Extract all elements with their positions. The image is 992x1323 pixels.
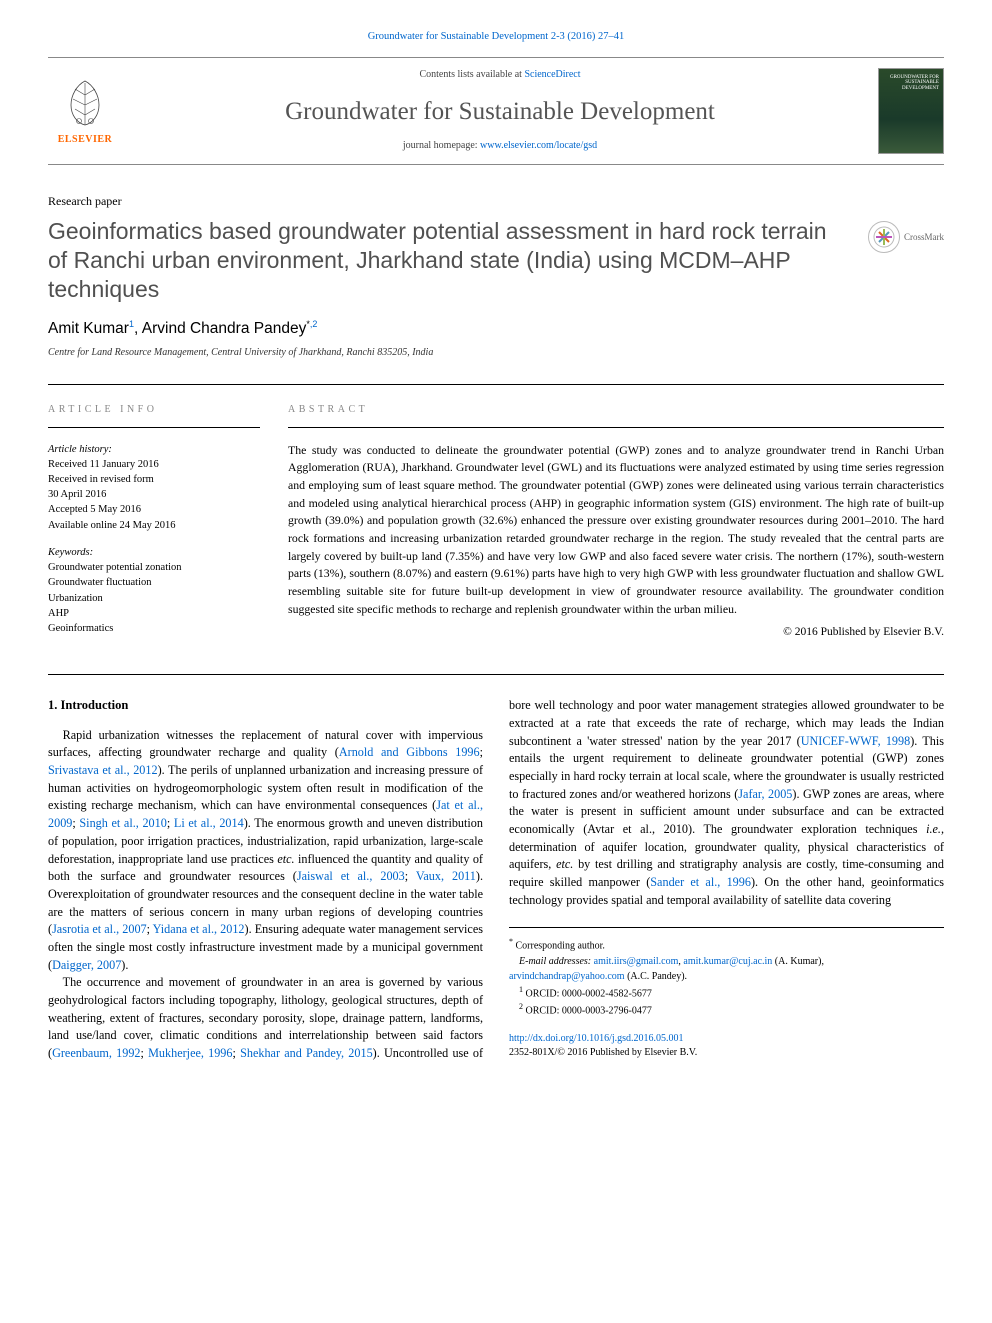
intro-para-1: Rapid urbanization witnesses the replace… xyxy=(48,727,483,975)
ref-link[interactable]: Shekhar and Pandey, 2015 xyxy=(240,1046,373,1060)
journal-cover-thumb: GROUNDWATER FOR SUSTAINABLE DEVELOPMENT xyxy=(878,68,944,154)
ref-link[interactable]: Vaux, 2011 xyxy=(416,869,476,883)
keyword: Groundwater potential zonation xyxy=(48,560,260,575)
ref-link[interactable]: Greenbaum, 1992 xyxy=(52,1046,140,1060)
crossmark-badge[interactable]: CrossMark xyxy=(868,221,944,253)
ref-link[interactable]: Arnold and Gibbons 1996 xyxy=(339,745,480,759)
email-link[interactable]: amit.kumar@cuj.ac.in xyxy=(683,956,772,967)
email-link[interactable]: arvindchandrap@yahoo.com xyxy=(509,971,625,982)
homepage-line: journal homepage: www.elsevier.com/locat… xyxy=(122,139,878,153)
paper-title: Geoinformatics based groundwater potenti… xyxy=(48,217,852,303)
affiliation: Centre for Land Resource Management, Cen… xyxy=(48,346,944,360)
crossmark-icon xyxy=(872,225,896,249)
history-label: Article history: xyxy=(48,442,260,457)
homepage-link[interactable]: www.elsevier.com/locate/gsd xyxy=(480,140,597,151)
article-info-head: ARTICLE INFO xyxy=(48,403,260,428)
ref-link[interactable]: Jasrotia et al., 2007 xyxy=(52,922,147,936)
footnotes: * Corresponding author. E-mail addresses… xyxy=(509,927,944,1018)
section-head-intro: 1. Introduction xyxy=(48,697,483,715)
author-2: Arvind Chandra Pandey xyxy=(142,320,307,337)
history-line: Accepted 5 May 2016 xyxy=(48,502,260,517)
journal-citation-link[interactable]: Groundwater for Sustainable Development … xyxy=(368,31,625,42)
email-link[interactable]: amit.iirs@gmail.com xyxy=(594,956,679,967)
ref-link[interactable]: Mukherjee, 1996 xyxy=(148,1046,232,1060)
ref-link[interactable]: Daigger, 2007 xyxy=(52,958,121,972)
orcid-2: ORCID: 0000-0003-2796-0477 xyxy=(523,1005,652,1016)
ref-link[interactable]: Li et al., 2014 xyxy=(174,816,244,830)
elsevier-tree-icon xyxy=(57,75,113,131)
corresponding-author: Corresponding author. xyxy=(516,941,605,952)
abstract-text: The study was conducted to delineate the… xyxy=(288,442,944,619)
history-line: Available online 24 May 2016 xyxy=(48,518,260,533)
author-2-sup[interactable]: *,2 xyxy=(306,319,317,329)
keyword: Urbanization xyxy=(48,591,260,606)
email-label: E-mail addresses: xyxy=(519,956,591,967)
ref-link[interactable]: Srivastava et al., 2012 xyxy=(48,763,158,777)
elsevier-logo: ELSEVIER xyxy=(48,70,122,152)
author-1-sup[interactable]: 1 xyxy=(129,319,134,329)
elsevier-label: ELSEVIER xyxy=(58,133,113,147)
keywords-label: Keywords: xyxy=(48,545,260,560)
journal-citation: Groundwater for Sustainable Development … xyxy=(48,30,944,45)
keyword: AHP xyxy=(48,606,260,621)
history-line: Received 11 January 2016 xyxy=(48,457,260,472)
keyword: Geoinformatics xyxy=(48,621,260,636)
article-info: ARTICLE INFO Article history: Received 1… xyxy=(48,403,260,649)
history-line: 30 April 2016 xyxy=(48,487,260,502)
issn-line: 2352-801X/© 2016 Published by Elsevier B… xyxy=(509,1046,944,1060)
ref-link[interactable]: Singh et al., 2010 xyxy=(79,816,166,830)
doi-link[interactable]: http://dx.doi.org/10.1016/j.gsd.2016.05.… xyxy=(509,1033,684,1044)
contents-line: Contents lists available at ScienceDirec… xyxy=(122,68,878,82)
crossmark-label: CrossMark xyxy=(904,231,944,244)
journal-header: ELSEVIER Contents lists available at Sci… xyxy=(48,57,944,165)
ref-link[interactable]: UNICEF-WWF, 1998 xyxy=(801,734,911,748)
doi-block: http://dx.doi.org/10.1016/j.gsd.2016.05.… xyxy=(509,1032,944,1060)
ref-link[interactable]: Jafar, 2005 xyxy=(738,787,792,801)
ref-link[interactable]: Yidana et al., 2012 xyxy=(153,922,245,936)
ref-link[interactable]: Jaiswal et al., 2003 xyxy=(297,869,405,883)
abstract-head: ABSTRACT xyxy=(288,403,944,428)
cover-text: GROUNDWATER FOR SUSTAINABLE DEVELOPMENT xyxy=(879,75,939,92)
journal-title: Groundwater for Sustainable Development xyxy=(122,94,878,129)
authors: Amit Kumar1, Arvind Chandra Pandey*,2 xyxy=(48,318,944,340)
orcid-1: ORCID: 0000-0002-4582-5677 xyxy=(523,988,652,999)
abstract-copyright: © 2016 Published by Elsevier B.V. xyxy=(288,624,944,640)
paper-type: Research paper xyxy=(48,193,944,210)
keyword: Groundwater fluctuation xyxy=(48,575,260,590)
ref-link[interactable]: Sander et al., 1996 xyxy=(650,875,751,889)
author-1: Amit Kumar xyxy=(48,320,129,337)
history-line: Received in revised form xyxy=(48,472,260,487)
sciencedirect-link[interactable]: ScienceDirect xyxy=(524,69,580,80)
abstract: ABSTRACT The study was conducted to deli… xyxy=(288,403,944,649)
